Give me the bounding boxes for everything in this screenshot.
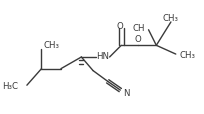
- Text: H₃C: H₃C: [2, 81, 18, 90]
- Text: O: O: [117, 22, 124, 31]
- Text: CH₃: CH₃: [43, 40, 59, 49]
- Text: CH₃: CH₃: [180, 50, 196, 59]
- Text: N: N: [123, 88, 130, 97]
- Text: HN: HN: [96, 51, 109, 60]
- Text: O: O: [134, 35, 141, 44]
- Text: CH₃: CH₃: [163, 13, 179, 22]
- Text: CH: CH: [132, 24, 145, 33]
